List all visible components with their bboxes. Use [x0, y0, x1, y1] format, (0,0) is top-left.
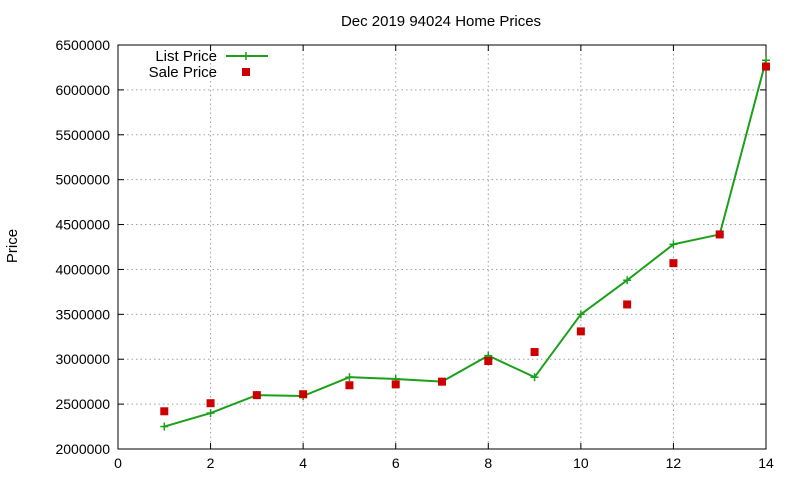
sale-price-point [715, 230, 724, 239]
legend-label-sale-price: Sale Price [149, 64, 217, 81]
sale-price-point [391, 380, 400, 389]
y-tick-label: 3000000 [55, 351, 110, 367]
sale-price-point [299, 390, 308, 399]
y-tick-label: 2000000 [55, 441, 110, 457]
list-price-point [623, 276, 632, 285]
list-price-line [164, 60, 767, 428]
legend-label-list-price: List Price [155, 48, 217, 65]
sale-price-point [160, 407, 169, 416]
list-price-point [669, 240, 678, 249]
y-tick-label: 5000000 [55, 172, 110, 188]
legend-swatch-marker-sale-price [242, 68, 250, 76]
y-tick-label: 4000000 [55, 261, 110, 277]
list-price-point [206, 409, 215, 418]
y-tick-label: 3500000 [55, 306, 110, 322]
x-tick-label: 6 [392, 455, 400, 471]
sale-price-point [206, 399, 215, 408]
x-tick-label: 2 [207, 455, 215, 471]
sale-price-point [576, 327, 585, 336]
chart-title: Dec 2019 94024 Home Prices [341, 13, 541, 30]
sale-price-point [345, 381, 354, 390]
x-tick-label: 4 [299, 455, 307, 471]
y-tick-label: 6500000 [55, 37, 110, 53]
list-price-point [576, 310, 585, 319]
axis-ticks: 2000000250000030000003500000400000045000… [55, 37, 774, 471]
list-price-point [160, 422, 169, 431]
y-tick-label: 4500000 [55, 217, 110, 233]
plot-frame [117, 44, 767, 450]
list-price-point [345, 373, 354, 382]
x-tick-label: 12 [666, 455, 682, 471]
list-price-point [530, 373, 539, 382]
x-tick-label: 8 [484, 455, 492, 471]
sale-price-point [438, 377, 446, 386]
grid [118, 45, 766, 449]
series [160, 56, 770, 431]
x-tick-label: 14 [758, 455, 774, 471]
sale-price-point [669, 259, 678, 268]
sale-price-series [160, 62, 770, 416]
sale-price-point [484, 357, 493, 366]
sale-price-point [252, 391, 261, 400]
y-tick-label: 6000000 [55, 82, 110, 98]
sale-price-point [530, 348, 539, 357]
y-tick-label: 5500000 [55, 127, 110, 143]
x-tick-label: 0 [114, 455, 122, 471]
list-price-series [160, 56, 770, 431]
y-axis-label: Price [4, 229, 21, 263]
sale-price-point [762, 62, 770, 71]
x-tick-label: 10 [573, 455, 589, 471]
y-tick-label: 2500000 [55, 396, 110, 412]
legend-swatch-marker-list-price [242, 52, 250, 60]
sale-price-point [623, 300, 632, 309]
